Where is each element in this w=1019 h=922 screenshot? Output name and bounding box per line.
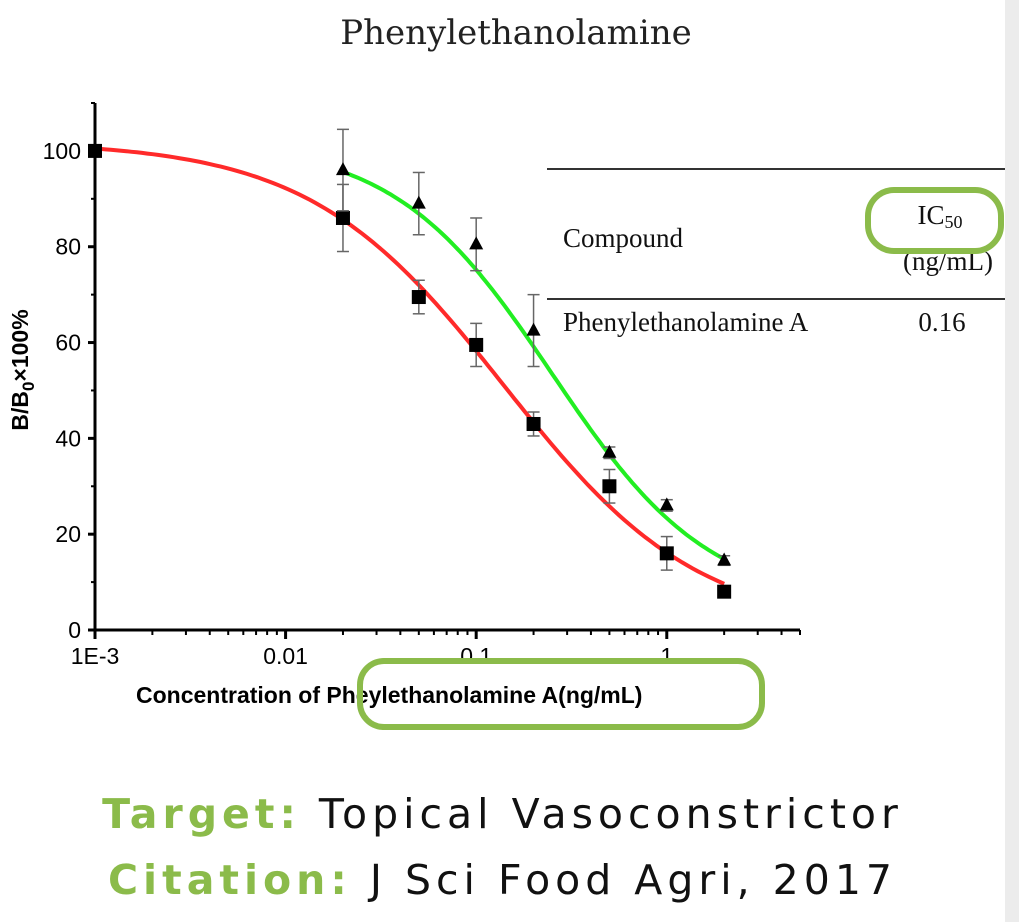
y-tick-label: 80	[55, 234, 81, 260]
dose-response-chart: Phenylethanolamine 0 20 40 60 80 100 1E-3 0.01…	[7, 13, 1005, 730]
right-edge-strip	[1005, 0, 1019, 922]
inset-table: Compound IC50 (ng/mL) Phenylethanolamine…	[547, 168, 1005, 337]
x-tick-label: 1	[660, 643, 673, 669]
square-data-point	[335, 210, 350, 225]
table-header-ic50: IC50	[918, 200, 963, 232]
ic50-highlight-ring	[865, 187, 1004, 254]
y-tick-label: 0	[68, 617, 81, 643]
citation-line: Citation: J Sci Food Agri, 2017	[0, 856, 1005, 904]
y-ticks: 0 20 40 60 80 100	[43, 102, 95, 643]
x-tick-label: 0.1	[460, 643, 492, 669]
triangle-data-point	[411, 195, 426, 209]
square-data-point	[602, 479, 617, 494]
square-data-point	[526, 416, 541, 431]
y-axis-label: B/B0×100%	[7, 309, 38, 430]
table-cell-ic50: 0.16	[918, 307, 965, 337]
target-label: Target:	[102, 790, 301, 838]
x-axis-label: Concentration of Pheylethanolamine A(ng/…	[136, 682, 642, 708]
square-data-point	[88, 143, 102, 158]
x-axis-label-highlight: Pheylethanolamine A(ng/mL)	[326, 682, 642, 708]
chart-title: Phenylethanolamine	[340, 13, 691, 53]
square-data-point	[659, 546, 674, 561]
table-header-compound: Compound	[563, 223, 684, 253]
data-points	[88, 128, 732, 599]
target-line: Target: Topical Vasoconstrictor	[0, 790, 1005, 838]
triangle-data-point	[469, 236, 484, 250]
x-ticks: 1E-3 0.01 0.1 1	[71, 630, 801, 669]
y-tick-label: 40	[55, 425, 81, 451]
x-axis-label-prefix: Concentration of	[136, 682, 326, 708]
fit-curves	[94, 146, 726, 586]
triangle-data-point	[335, 162, 350, 176]
x-tick-label: 1E-3	[71, 643, 120, 669]
square-data-point	[469, 337, 484, 352]
square-data-point	[411, 290, 426, 305]
triangle-data-point	[526, 322, 541, 336]
y-tick-label: 20	[55, 521, 81, 547]
square-data-point	[717, 584, 732, 599]
xlabel-highlight-ring	[357, 658, 765, 730]
x-tick-label: 0.01	[263, 643, 308, 669]
squares-fit-curve	[94, 146, 725, 586]
citation-value: J Sci Food Agri, 2017	[369, 856, 898, 904]
target-value: Topical Vasoconstrictor	[318, 790, 903, 838]
y-tick-label: 100	[43, 138, 81, 164]
triangle-data-point	[659, 497, 674, 511]
table-cell-compound: Phenylethanolamine A	[563, 307, 809, 337]
triangle-data-point	[602, 444, 617, 458]
triangle-data-point	[717, 552, 732, 566]
y-tick-label: 60	[55, 330, 81, 356]
citation-label: Citation:	[107, 856, 352, 904]
